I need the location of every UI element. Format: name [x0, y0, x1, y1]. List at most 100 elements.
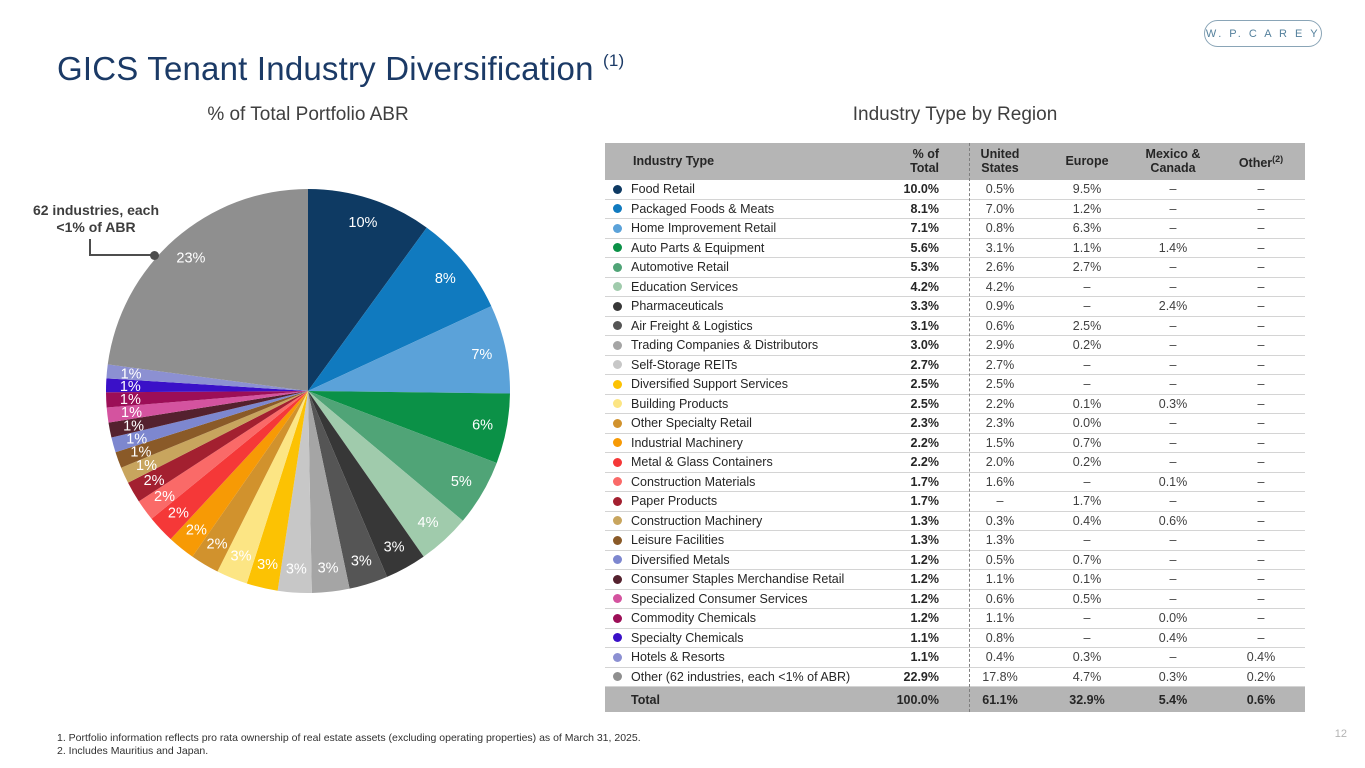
other-value: –: [1257, 279, 1265, 294]
mexico-canada-value: –: [1169, 338, 1177, 353]
industry-name: Diversified Support Services: [631, 377, 789, 392]
mexico-canada-value: 0.4%: [1158, 630, 1188, 645]
industry-name: Pharmaceuticals: [631, 299, 724, 314]
total-other: 0.6%: [1246, 692, 1276, 707]
pct-of-total-value: 2.5%: [910, 396, 940, 411]
mexico-canada-value: 0.6%: [1158, 513, 1188, 528]
table-row: Diversified Support Services 2.5% 2.5% –…: [605, 375, 1305, 395]
table-row: Air Freight & Logistics 3.1% 0.6% 2.5% –…: [605, 316, 1305, 336]
pie-slice-label: 23%: [176, 250, 205, 266]
mexico-canada-value: –: [1169, 201, 1177, 216]
pie-slice-construction-materials: [138, 391, 308, 519]
total-pct: 100.0%: [896, 692, 939, 707]
mexico-canada-value: –: [1169, 533, 1177, 548]
other-value: –: [1257, 611, 1265, 626]
industry-name: Commodity Chemicals: [631, 611, 757, 626]
page-title: GICS Tenant Industry Diversification (1): [57, 50, 625, 87]
europe-value: 1.7%: [1072, 494, 1102, 509]
pct-of-total-value: 1.1%: [910, 630, 940, 645]
header-other-footnote-ref: (2): [1272, 153, 1284, 164]
industry-color-dot: [612, 204, 622, 214]
mexico-canada-value: –: [1169, 416, 1177, 431]
industry-name: Industrial Machinery: [631, 435, 743, 450]
table-header-row: Industry Type % of Total United States E…: [605, 143, 1305, 180]
footnote-2: 2. Includes Mauritius and Japan.: [57, 745, 209, 757]
industry-name: Auto Parts & Equipment: [631, 240, 765, 255]
industry-name: Consumer Staples Merchandise Retail: [631, 572, 845, 587]
other-value: –: [1257, 416, 1265, 431]
table-row: Self-Storage REITs 2.7% 2.7% – – –: [605, 355, 1305, 375]
table-row: Specialty Chemicals 1.1% 0.8% – 0.4% –: [605, 628, 1305, 648]
mexico-canada-value: 0.0%: [1158, 611, 1188, 626]
other-value: –: [1257, 396, 1265, 411]
us-value: 0.6%: [985, 591, 1015, 606]
europe-value: –: [1083, 630, 1091, 645]
pct-of-total-value: 10.0%: [903, 182, 939, 197]
pie-slice-commodity-chemicals: [106, 391, 308, 408]
other-value: –: [1257, 494, 1265, 509]
industry-name: Other (62 industries, each <1% of ABR): [631, 669, 851, 684]
pie-slice-label: 1%: [120, 392, 141, 408]
industry-name: Home Improvement Retail: [631, 221, 777, 236]
europe-value: 6.3%: [1072, 221, 1102, 236]
header-industry-type: Industry Type: [633, 154, 715, 168]
pie-slice-label: 3%: [257, 557, 278, 573]
pie-slice-metal-glass-containers: [151, 391, 308, 540]
industry-name: Self-Storage REITs: [631, 357, 738, 372]
table-row: Construction Machinery 1.3% 0.3% 0.4% 0.…: [605, 511, 1305, 531]
other-value: –: [1257, 240, 1265, 255]
industry-color-dot: [612, 340, 622, 350]
us-value: 0.9%: [985, 299, 1015, 314]
mexico-canada-value: 0.1%: [1158, 474, 1188, 489]
us-value: –: [996, 494, 1004, 509]
pie-slice-air-freight-logistics: [308, 391, 388, 589]
other-value: 0.4%: [1246, 650, 1276, 665]
us-value: 2.2%: [985, 396, 1015, 411]
pie-slice-label: 2%: [154, 489, 175, 505]
other-value: –: [1257, 201, 1265, 216]
industry-name: Trading Companies & Distributors: [631, 338, 819, 353]
us-value: 17.8%: [982, 669, 1018, 684]
industry-color-dot: [612, 379, 622, 389]
pct-of-total-value: 1.7%: [910, 474, 940, 489]
header-mexico-canada: Mexico & Canada: [1145, 147, 1201, 175]
europe-value: 0.0%: [1072, 416, 1102, 431]
europe-value: 0.7%: [1072, 435, 1102, 450]
pie-slice-label: 3%: [231, 549, 252, 565]
industry-color-dot: [612, 262, 622, 272]
mexico-canada-value: –: [1169, 182, 1177, 197]
us-value: 0.3%: [985, 513, 1015, 528]
pie-slice-industrial-machinery: [170, 391, 308, 557]
industry-color-dot: [612, 594, 622, 604]
us-value: 2.6%: [985, 260, 1015, 275]
callout-leader-line: [89, 239, 151, 256]
table-row: Other Specialty Retail 2.3% 2.3% 0.0% – …: [605, 414, 1305, 434]
mexico-canada-value: 2.4%: [1158, 299, 1188, 314]
mexico-canada-value: –: [1169, 279, 1177, 294]
table-subtitle: Industry Type by Region: [852, 104, 1058, 125]
pct-of-total-value: 1.7%: [910, 494, 940, 509]
table-row: Pharmaceuticals 3.3% 0.9% – 2.4% –: [605, 297, 1305, 317]
europe-value: –: [1083, 299, 1091, 314]
table-row: Trading Companies & Distributors 3.0% 2.…: [605, 336, 1305, 356]
other-value: –: [1257, 474, 1265, 489]
europe-value: –: [1083, 533, 1091, 548]
pie-slice-construction-machinery: [121, 391, 308, 483]
industry-color-dot: [612, 477, 622, 487]
industry-color-dot: [612, 282, 622, 292]
pct-of-total-value: 1.3%: [910, 513, 940, 528]
other-value: –: [1257, 318, 1265, 333]
europe-value: 0.7%: [1072, 552, 1102, 567]
mexico-canada-value: –: [1169, 455, 1177, 470]
industry-color-dot: [612, 243, 622, 253]
other-slice-callout: 62 industries, each <1% of ABR: [32, 202, 160, 235]
us-value: 4.2%: [985, 279, 1015, 294]
table-row: Consumer Staples Merchandise Retail 1.2%…: [605, 570, 1305, 590]
pie-slice-paper-products: [128, 391, 308, 502]
us-value: 0.5%: [985, 552, 1015, 567]
other-value: –: [1257, 377, 1265, 392]
industry-color-dot: [612, 184, 622, 194]
industry-color-dot: [612, 321, 622, 331]
table-row: Commodity Chemicals 1.2% 1.1% – 0.0% –: [605, 609, 1305, 629]
